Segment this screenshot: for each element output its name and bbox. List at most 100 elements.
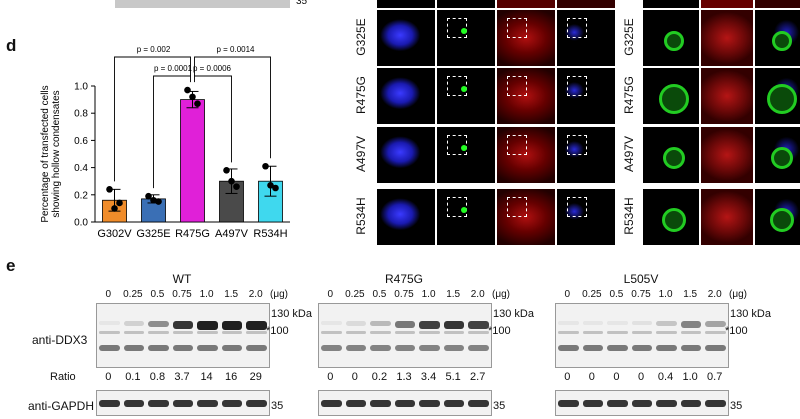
gapdh-band [321, 400, 342, 407]
data-point [116, 199, 123, 207]
merge-tile [557, 68, 615, 124]
lane-label: 1.5 [224, 289, 239, 300]
hollow-condensate [662, 208, 686, 232]
mic-tile-top [701, 0, 753, 8]
gapdh-band [345, 400, 367, 407]
zoom-merge-tile [755, 127, 800, 183]
mic-tile-top [377, 0, 435, 8]
ddx3-mid-band [656, 331, 677, 334]
marker-100: *100 [725, 325, 748, 337]
ddx3-mid-band [394, 331, 416, 334]
zoom-box [507, 76, 527, 96]
hollow-condensate [664, 31, 684, 51]
row-label-R534H: R534H [354, 197, 368, 235]
gapdh-band [419, 400, 440, 407]
condensate [461, 28, 467, 34]
y-tick-label: 0.6 [74, 136, 88, 147]
ddx3-lower-band [631, 345, 653, 351]
lane-label: 0 [327, 289, 334, 300]
ddx3-lower-band [680, 345, 702, 351]
y-tick-label: 0.0 [74, 218, 88, 229]
marker-130: 130 kDa [730, 308, 771, 320]
ratio-value: 0.7 [707, 371, 723, 383]
top-blot-strip [115, 0, 290, 8]
ratio-value: 3.4 [420, 371, 437, 383]
data-point [111, 205, 118, 212]
ddx3-lower-band [123, 345, 145, 351]
ddx3-mid-band [321, 331, 342, 334]
condensate [461, 145, 467, 151]
ddx3-upper-band [394, 321, 416, 328]
gapdh-band [680, 400, 702, 407]
zoom-merge-tile [755, 68, 800, 124]
label-anti-gapdh: anti-GAPDH [28, 399, 95, 413]
dapi-tile [377, 189, 435, 245]
lane-label: 0.75 [172, 289, 192, 300]
lane-label: 0.25 [582, 289, 602, 300]
ratio-value: 1.3 [396, 371, 412, 383]
gapdh-band [558, 400, 579, 407]
p-value: p = 0.002 [137, 45, 171, 54]
mito-tile [497, 127, 555, 183]
zoom-box [507, 135, 527, 155]
gapdh-band [148, 400, 169, 407]
ratio-value: 0.8 [149, 371, 166, 383]
ddx3-mid-band [607, 331, 628, 334]
zoom-box [447, 18, 467, 38]
mic-tile-top [643, 0, 699, 8]
marker-35: 35 [730, 400, 743, 412]
y-tick-label: 0.4 [74, 163, 88, 174]
marker-35: 35 [271, 400, 284, 412]
ddx3-mid-band [197, 331, 218, 334]
x-tick-label: R475G [175, 228, 210, 240]
ddx3-lower-band [394, 345, 416, 351]
ratio-value: 0.2 [371, 371, 388, 383]
data-point [150, 196, 157, 204]
ddx3-upper-band [558, 321, 579, 326]
ddx3-lower-band [468, 345, 489, 351]
ddx3-lower-band [607, 345, 628, 351]
lane-label: 2.0 [248, 289, 263, 300]
lane-label: 1.5 [683, 289, 698, 300]
significance-bracket [194, 56, 271, 159]
ddx3-upper-band [468, 321, 489, 329]
y-axis-label: Percentage of transfected cells [40, 85, 51, 222]
ddx3-lower-band [221, 345, 243, 351]
ddx3-upper-band [607, 321, 628, 326]
ddx3-mid-band [582, 331, 604, 334]
data-point [145, 192, 152, 200]
ratio-value: 2.7 [470, 371, 486, 383]
marker-100: *100 [266, 325, 289, 337]
ratio-value: 29 [249, 371, 262, 383]
ddx3-lower-band [148, 345, 169, 351]
zoom-box [447, 135, 467, 155]
zoom-mito-tile [701, 189, 753, 245]
ddx3-mid-band [370, 331, 391, 334]
hollow-condensate [663, 147, 685, 169]
zoom-box [507, 18, 527, 38]
hollow-condensate [659, 84, 689, 114]
ddx3-lower-band [321, 345, 342, 351]
ddx3-lower-band [656, 345, 677, 351]
zoom-mito-tile [701, 68, 753, 124]
ratio-value: 0 [105, 371, 112, 383]
ddx3-lower-band [172, 345, 194, 351]
row-label-R475G: R475G [354, 75, 368, 115]
gapdh-band [394, 400, 416, 407]
microscopy-grid: G325E G325E R475G R475G A497V A497V R534H R534H [354, 0, 800, 250]
ddx3-upper-band [172, 321, 194, 330]
mic-tile-top [755, 0, 800, 8]
zoom-gfp-tile [643, 127, 699, 183]
unit-label: (μg) [729, 289, 747, 300]
lane-label: 0 [105, 289, 112, 300]
ddx3-upper-band [443, 321, 465, 330]
ddx3-mid-band [680, 331, 702, 334]
mic-tile-top [557, 0, 615, 8]
data-point [262, 162, 269, 170]
label-ratio: Ratio [50, 371, 76, 383]
y-tick-label: 0.2 [74, 190, 88, 201]
ddx3-upper-band [419, 321, 440, 329]
ratio-value: 3.7 [174, 371, 190, 383]
blot-title-L505V: L505V [623, 272, 659, 286]
zoom-row-label-A497V: A497V [622, 135, 636, 173]
